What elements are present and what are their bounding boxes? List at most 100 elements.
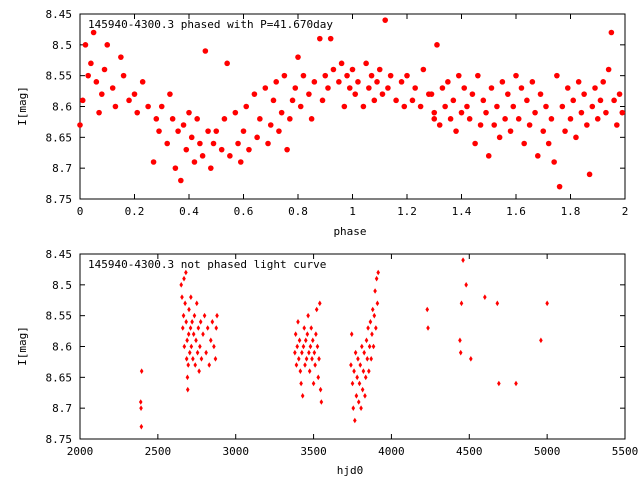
unphased-data-point (299, 380, 303, 387)
phased-data-point (570, 97, 577, 104)
phased-data-point (485, 153, 492, 159)
phased-xtick-label: 1.6 (506, 205, 526, 218)
phased-data-point (355, 79, 361, 85)
unphased-data-point (296, 356, 301, 362)
unphased-plot-points (138, 257, 549, 430)
unphased-xtick-label: 5500 (612, 445, 639, 458)
phased-data-point (180, 122, 187, 128)
phased-data-point (608, 29, 615, 36)
phased-data-point (562, 128, 568, 134)
phased-data-point (88, 60, 94, 67)
phased-data-point (202, 48, 209, 54)
unphased-data-point (350, 380, 355, 387)
unphased-data-point (308, 343, 313, 350)
unphased-data-point (374, 275, 379, 282)
phased-data-point (434, 42, 440, 48)
unphased-data-point (195, 349, 200, 356)
phased-data-point (379, 91, 386, 97)
unphased-data-point (207, 362, 212, 368)
unphased-data-point (349, 362, 353, 368)
phased-data-point (338, 60, 345, 67)
phased-data-point (619, 109, 626, 116)
unphased-data-point (353, 349, 358, 356)
unphased-data-point (305, 331, 310, 337)
phased-data-point (346, 85, 353, 91)
phased-data-point (197, 140, 203, 147)
unphased-data-point (214, 325, 219, 331)
unphased-ytick-label: 8.65 (46, 371, 73, 384)
phased-data-point (186, 109, 192, 116)
unphased-data-point (368, 319, 373, 325)
unphased-data-point (365, 356, 370, 362)
unphased-xtick-label: 5000 (534, 445, 561, 458)
unphased-data-point (304, 356, 309, 362)
unphased-data-point (358, 362, 363, 368)
phased-data-point (472, 140, 478, 147)
phased-xtick-label: 1 (349, 205, 356, 218)
unphased-data-point (310, 337, 315, 344)
unphased-data-point (300, 349, 304, 356)
phased-data-point (581, 91, 587, 97)
unphased-data-point (319, 399, 324, 405)
phased-plot-ylabel: I[mag] (16, 86, 29, 126)
phased-data-point (317, 35, 323, 42)
phased-data-point (382, 17, 389, 23)
phased-data-point (559, 103, 566, 110)
phased-data-point (366, 85, 372, 91)
unphased-data-point (189, 343, 194, 350)
phased-data-point (85, 72, 91, 79)
unphased-plot-xlabel: hjd0 (337, 464, 364, 477)
unphased-data-point (183, 300, 187, 307)
unphased-data-point (372, 312, 377, 319)
unphased-data-point (193, 362, 198, 368)
phased-data-point (224, 60, 230, 67)
unphased-data-point (370, 306, 375, 313)
unphased-ytick-label: 8.45 (46, 248, 73, 261)
phased-data-point (306, 91, 312, 97)
phased-data-point (336, 79, 342, 85)
phased-data-point (118, 54, 124, 60)
phased-data-point (265, 140, 271, 147)
phased-data-point (567, 116, 574, 122)
unphased-data-point (426, 325, 430, 331)
phased-data-point (518, 85, 525, 91)
phased-data-point (466, 116, 473, 122)
phased-data-point (436, 122, 443, 128)
unphased-data-point (138, 399, 143, 405)
phased-data-point (227, 153, 233, 159)
unphased-data-point (188, 325, 193, 331)
phased-data-point (605, 66, 612, 73)
phased-data-point (158, 103, 165, 110)
phased-data-point (300, 72, 307, 79)
unphased-data-point (189, 294, 193, 300)
phased-data-point (614, 122, 620, 128)
phased-data-point (126, 97, 132, 104)
unphased-data-point (210, 319, 215, 325)
phased-data-point (112, 103, 119, 110)
phased-data-point (109, 85, 116, 91)
unphased-data-point (186, 362, 191, 368)
unphased-data-point (295, 343, 300, 350)
phased-data-point (297, 103, 304, 110)
phased-data-point (461, 85, 468, 91)
phased-xtick-label: 1.2 (397, 205, 417, 218)
phased-data-point (120, 72, 127, 79)
phased-data-point (597, 97, 604, 104)
phased-data-point (393, 97, 399, 104)
phased-data-point (77, 122, 83, 128)
unphased-data-point (363, 374, 368, 381)
unphased-data-point (357, 380, 362, 387)
unphased-data-point (180, 325, 185, 331)
phased-data-point (496, 134, 503, 141)
unphased-data-point (311, 380, 316, 387)
unphased-data-point (353, 417, 357, 424)
phased-data-point (90, 29, 97, 36)
unphased-data-point (374, 325, 378, 331)
phased-data-point (600, 79, 606, 85)
phased-data-point (281, 72, 288, 79)
unphased-data-point (212, 343, 216, 350)
phased-ytick-label: 8.65 (46, 131, 73, 144)
phased-data-point (453, 128, 459, 134)
unphased-data-point (181, 312, 186, 319)
phased-data-point (270, 97, 277, 104)
